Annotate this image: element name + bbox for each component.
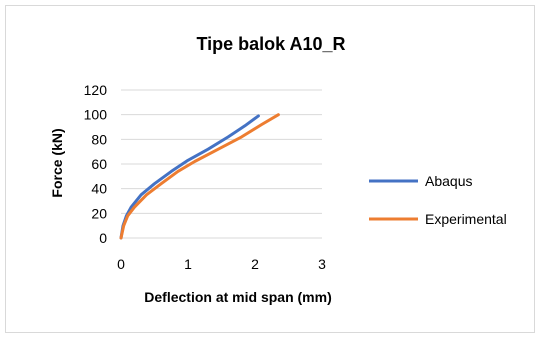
series-line-experimental [119, 113, 280, 240]
y-tick-label: 60 [91, 156, 107, 172]
series-lines [119, 113, 280, 240]
chart-area [5, 5, 535, 333]
y-tick-label: 100 [84, 107, 108, 123]
x-tick-label: 3 [318, 256, 326, 272]
x-axis-title: Deflection at mid span (mm) [144, 289, 331, 305]
y-tick-labels: 0 20 40 60 80 100 120 [84, 82, 108, 246]
legend-label: Experimental [425, 211, 507, 227]
gridlines [121, 89, 322, 239]
legend: Abaqus Experimental [369, 173, 507, 227]
y-axis-title: Force (kN) [49, 128, 65, 197]
y-tick-label: 40 [91, 181, 107, 197]
chart-title: Tipe balok A10_R [196, 34, 345, 54]
y-tick-label: 120 [84, 82, 108, 98]
x-tick-labels: 0 1 2 3 [117, 256, 326, 272]
series-line-abaqus [119, 114, 260, 240]
y-tick-label: 80 [91, 131, 107, 147]
x-tick-label: 1 [184, 256, 192, 272]
y-tick-label: 0 [99, 230, 107, 246]
x-tick-label: 0 [117, 256, 125, 272]
y-tick-label: 20 [91, 205, 107, 221]
legend-label: Abaqus [425, 173, 472, 189]
x-tick-label: 2 [251, 256, 259, 272]
